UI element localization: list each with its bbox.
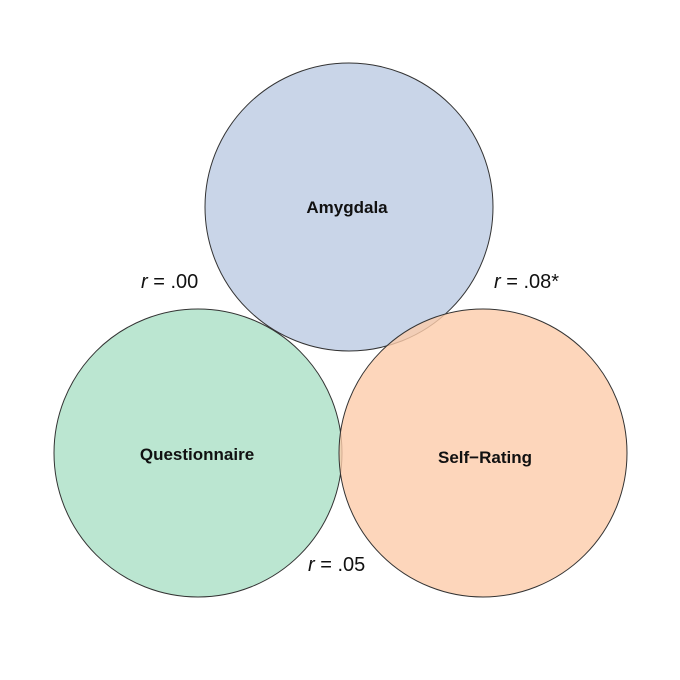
amygdala-circle [204, 62, 494, 352]
questionnaire-label: Questionnaire [140, 445, 254, 464]
amygdala-label: Amygdala [306, 198, 388, 217]
corr-amygdala-questionnaire: r = .00 [141, 271, 198, 293]
corr-symbol: r [494, 271, 502, 293]
corr-symbol: r [308, 554, 316, 576]
self-rating-circle [338, 308, 628, 598]
self-rating-label: Self−Rating [438, 448, 532, 467]
corr-symbol: r [141, 271, 149, 293]
corr-amygdala-self-rating: r = .08* [494, 271, 559, 293]
corr-questionnaire-self-rating: r = .05 [308, 554, 365, 576]
corr-value: = .05 [315, 554, 366, 576]
corr-value: = .00 [148, 271, 199, 293]
corr-value: = .08* [501, 271, 560, 293]
